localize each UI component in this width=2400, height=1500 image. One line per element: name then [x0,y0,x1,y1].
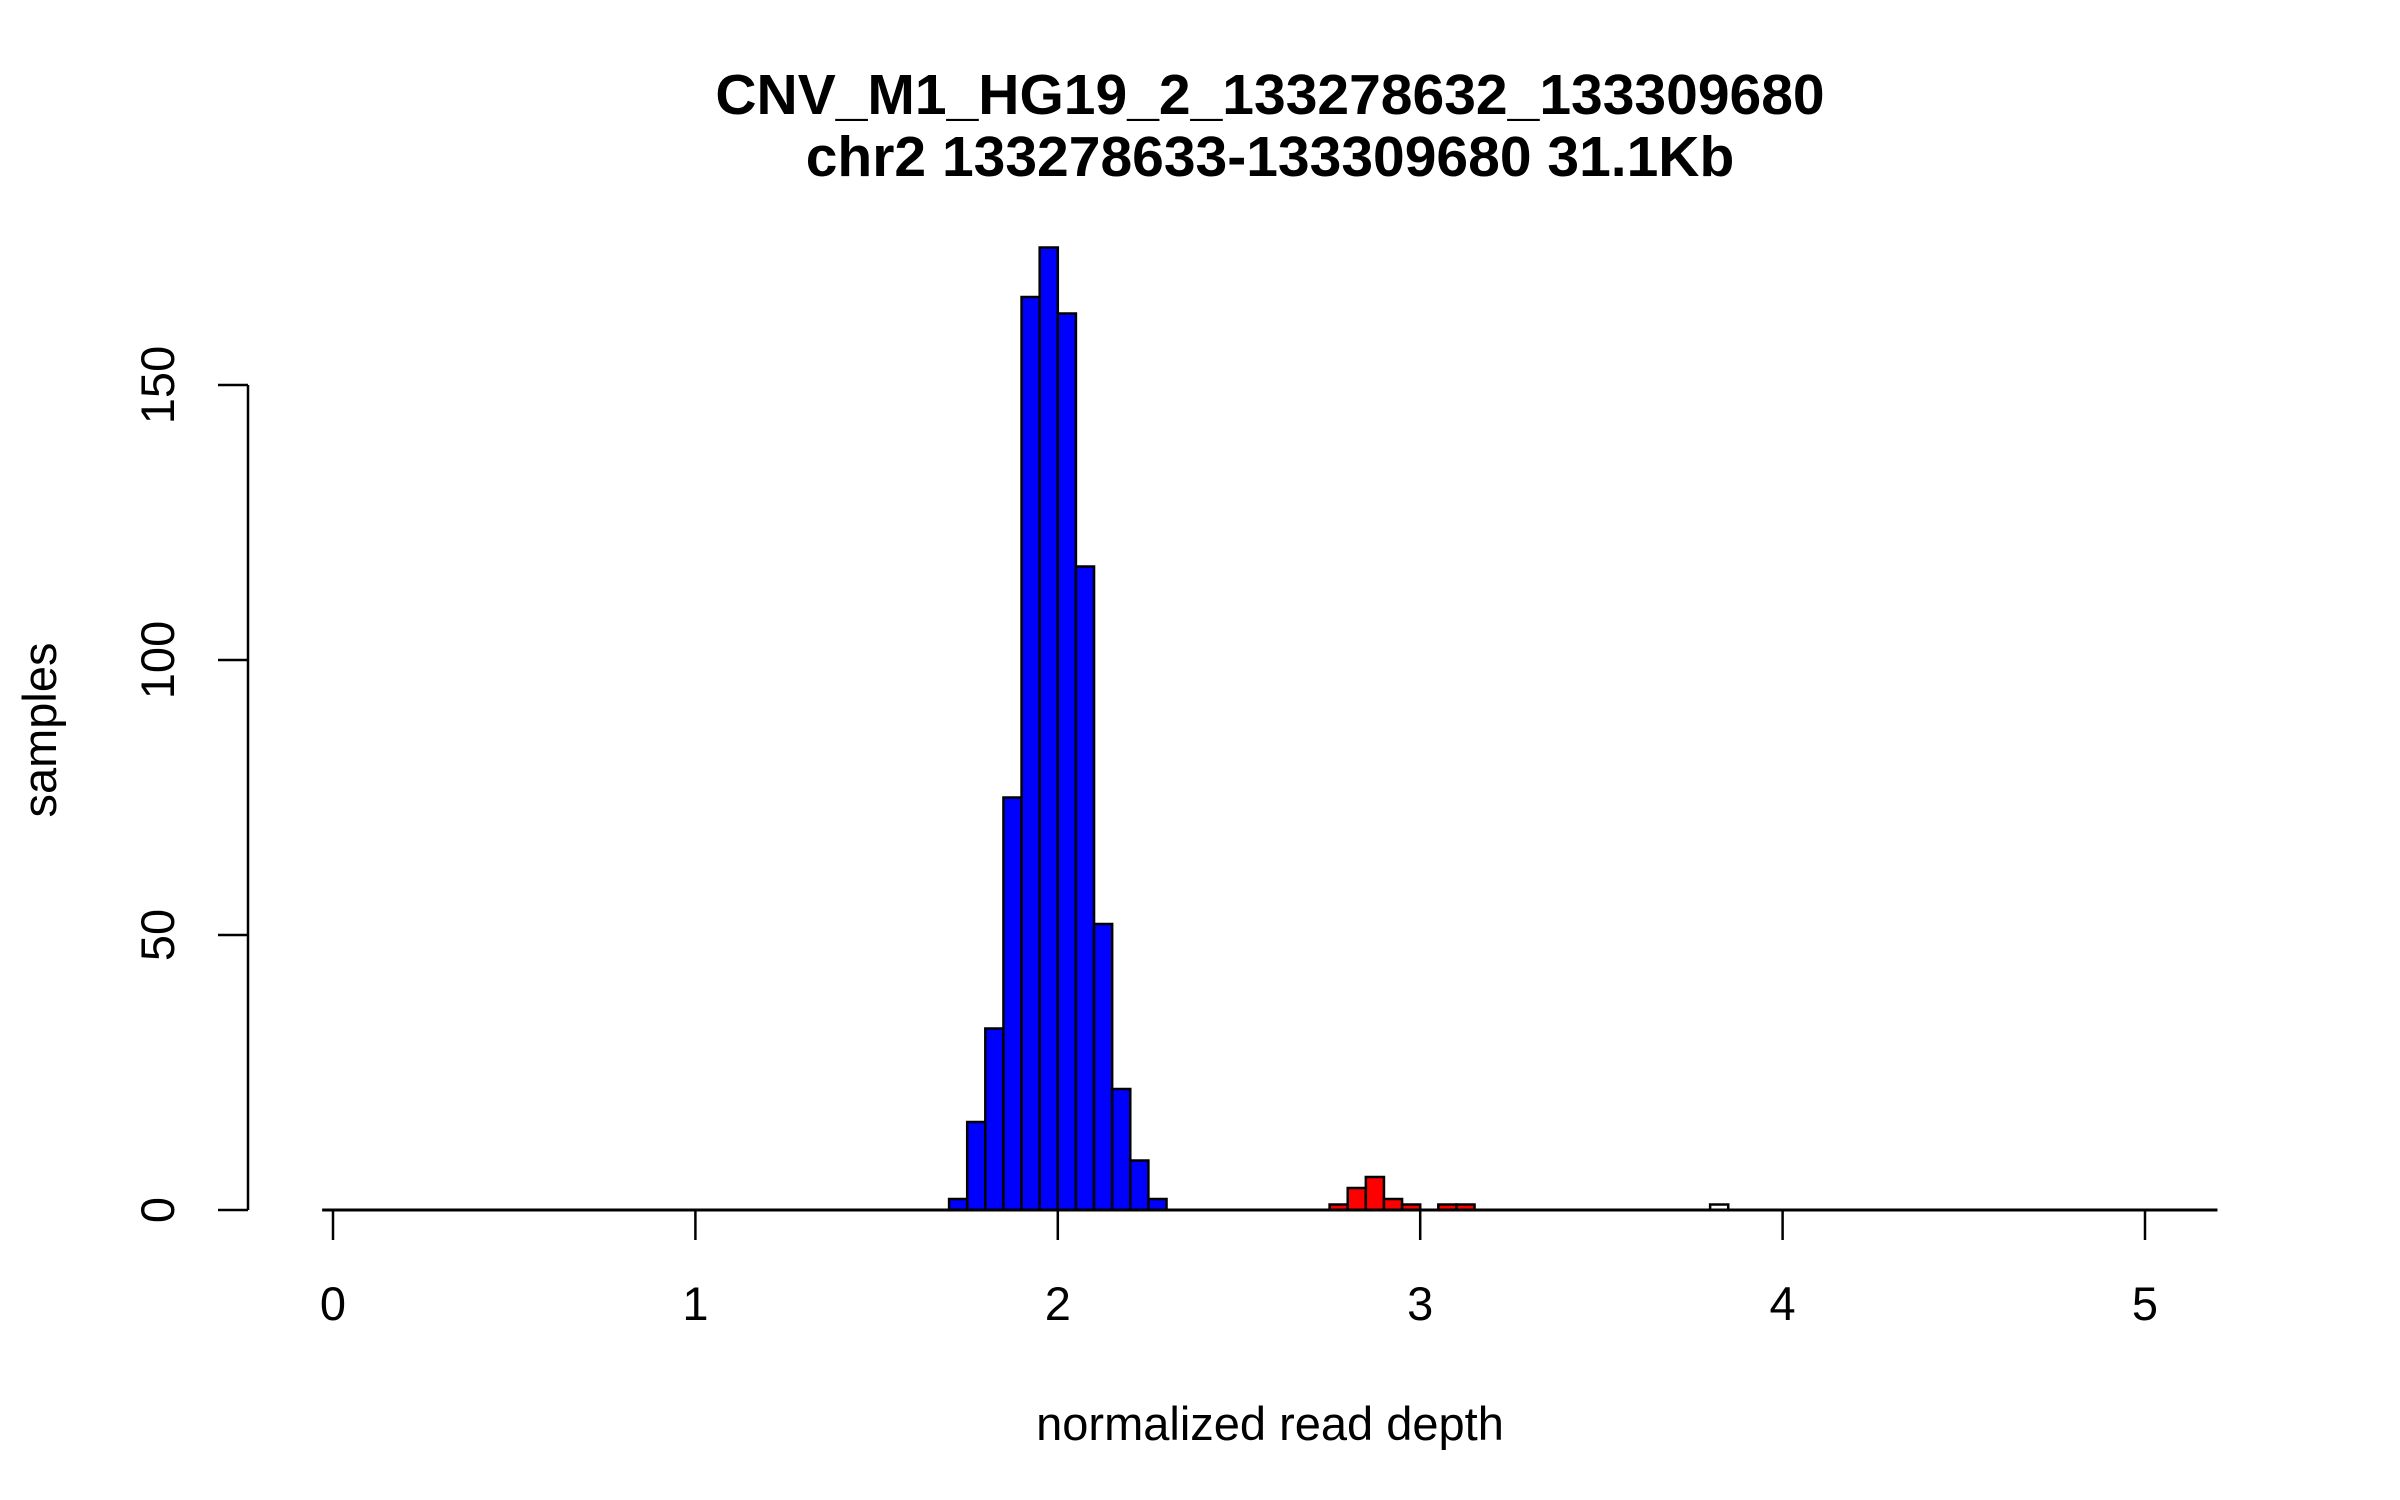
histogram-bar [1092,922,1114,1212]
x-tick-label: 1 [682,1277,708,1330]
x-tick-label: 2 [1045,1277,1071,1330]
histogram-bar [1074,565,1096,1212]
histogram-bar [1382,1197,1404,1212]
histogram-bar [1038,246,1060,1212]
chart-title: CNV_M1_HG19_2_133278632_133309680 [715,63,1824,127]
histogram-bar [947,1197,969,1212]
y-tick-label: 100 [131,621,184,699]
y-tick-label: 50 [131,909,184,961]
x-tick-label: 5 [2132,1277,2158,1330]
x-axis: 0 1 2 3 4 5 [320,1208,2158,1330]
y-axis: 0 50 100 150 [131,346,250,1223]
x-axis-label: normalized read depth [1036,1397,1504,1450]
histogram-bar [1147,1197,1168,1212]
histogram-bar [1364,1175,1386,1212]
histogram-bar [984,1027,1005,1212]
y-tick-label: 0 [131,1197,184,1223]
y-axis-label: samples [13,642,66,817]
histogram-bar [1129,1159,1150,1212]
x-tick-label: 3 [1407,1277,1433,1330]
histogram-bar [1020,295,1041,1212]
histogram-bar [1110,1087,1132,1212]
y-tick-label: 150 [131,346,184,424]
x-tick-label: 0 [320,1277,346,1330]
x-tick-label: 4 [1770,1277,1796,1330]
histogram-bar [1056,312,1078,1212]
chart-subtitle: chr2 133278633-133309680 31.1Kb [806,125,1735,189]
histogram-bar [1346,1186,1368,1212]
histogram-bar [1002,796,1023,1212]
histogram-bar [965,1120,987,1212]
